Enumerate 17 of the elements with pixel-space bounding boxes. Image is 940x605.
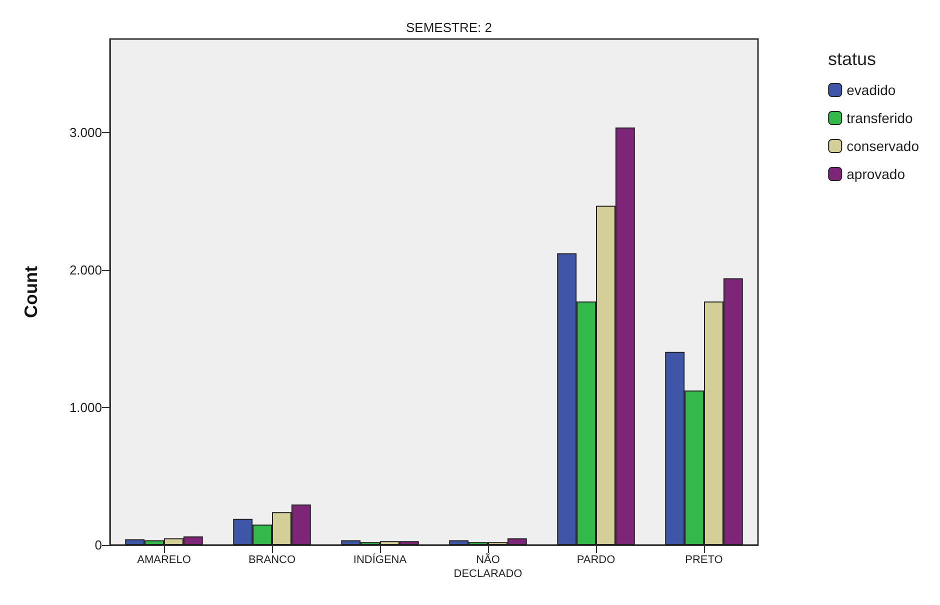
x-tick-label: NÃO DECLARADO [454, 553, 523, 580]
x-tick-label: PRETO [685, 554, 724, 566]
x-tick-label: PARDO [576, 554, 616, 566]
x-tick-label: AMARELO [137, 554, 192, 566]
y-tick-label: 0 [94, 538, 102, 552]
legend-label: aprovado [846, 166, 906, 182]
y-axis-title: Count [21, 266, 41, 318]
legend-title: status [828, 49, 876, 69]
y-tick-label: 3.000 [69, 125, 102, 140]
y-tick-label: 2.000 [69, 262, 102, 278]
legend-label: transferido [846, 110, 913, 126]
y-tick-label: 1.000 [69, 400, 102, 415]
x-tick-label: INDÍGENA [353, 553, 408, 566]
chart-title: SEMESTRE: 2 [406, 20, 492, 35]
legend-label: evadido [846, 82, 896, 98]
legend-label: conservado [846, 138, 920, 154]
x-tick-label: BRANCO [248, 554, 296, 566]
